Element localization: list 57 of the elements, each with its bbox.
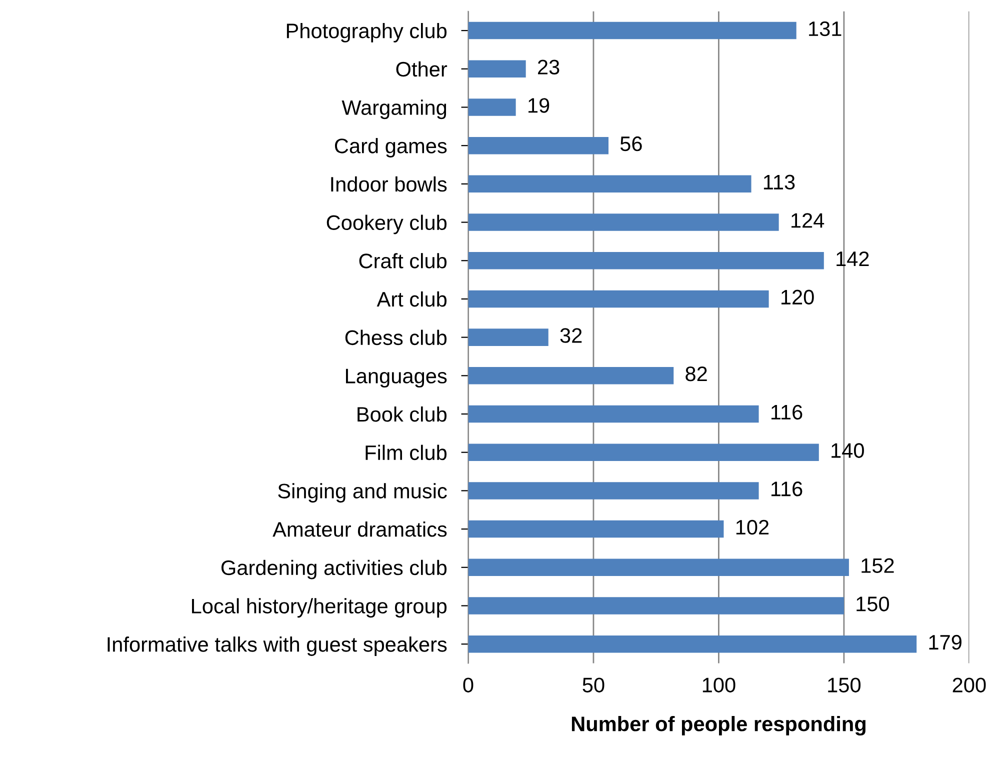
data-label: 19	[528, 98, 550, 113]
x-tick-label: 200	[952, 678, 986, 692]
bar	[468, 290, 769, 308]
x-tick-label: 0	[463, 678, 474, 692]
x-tick-label: 50	[582, 678, 604, 692]
bar	[468, 444, 819, 461]
y-tick-label: Photography club	[286, 22, 447, 42]
y-tick-label: Cookery club	[326, 214, 447, 234]
y-tick-label: Card games	[334, 138, 447, 158]
data-label: 150	[856, 596, 889, 612]
bar	[468, 328, 548, 346]
data-label: 124	[792, 213, 824, 228]
bar	[468, 60, 526, 78]
bar	[468, 635, 917, 653]
bar	[468, 252, 824, 270]
y-tick-label: Amateur dramatics	[272, 521, 447, 537]
bar	[468, 175, 752, 193]
y-tick-label: Film club	[366, 444, 447, 460]
bar	[468, 98, 516, 116]
y-tick-label: Other	[396, 61, 448, 77]
data-label: 32	[560, 328, 582, 343]
y-tick-label: Craft club	[359, 253, 447, 268]
data-label: 140	[832, 443, 864, 458]
bar	[468, 520, 724, 538]
bar	[468, 136, 608, 154]
data-label: 131	[809, 21, 842, 36]
data-label: 116	[771, 404, 802, 420]
data-label: 179	[929, 634, 962, 650]
y-tick-label: Informative talks with guest speakers	[108, 636, 447, 656]
bar	[468, 482, 759, 500]
data-label: 56	[620, 136, 642, 152]
y-tick-label: Wargaming	[342, 100, 446, 120]
y-tick-label: Book club	[358, 406, 447, 422]
x-tick-label: 100	[702, 678, 736, 692]
bar	[468, 558, 849, 576]
y-tick-label: Chess club	[345, 330, 447, 346]
y-tick-label: Singing and music	[278, 483, 447, 503]
y-tick-label: Local history/heritage group	[192, 598, 447, 618]
data-label: 142	[836, 251, 869, 266]
bar	[468, 22, 796, 40]
data-label: 152	[862, 558, 894, 573]
x-tick-label: 150	[828, 678, 861, 692]
data-label: 23	[538, 60, 560, 74]
data-label: 116	[771, 482, 802, 496]
data-label: 120	[782, 290, 814, 305]
bar	[468, 597, 844, 614]
y-tick-label: Art club	[376, 291, 447, 307]
bar	[468, 367, 674, 384]
x-axis-title: Number of people responding	[572, 716, 866, 736]
y-tick-label: Languages	[346, 368, 447, 388]
data-label: 82	[686, 366, 707, 382]
y-tick-label: Indoor bowls	[331, 176, 447, 192]
data-label: 113	[764, 174, 795, 190]
bar	[468, 214, 779, 231]
bar	[468, 405, 759, 423]
y-tick-label: Gardening activities club	[221, 560, 447, 580]
data-label: 102	[736, 520, 769, 535]
